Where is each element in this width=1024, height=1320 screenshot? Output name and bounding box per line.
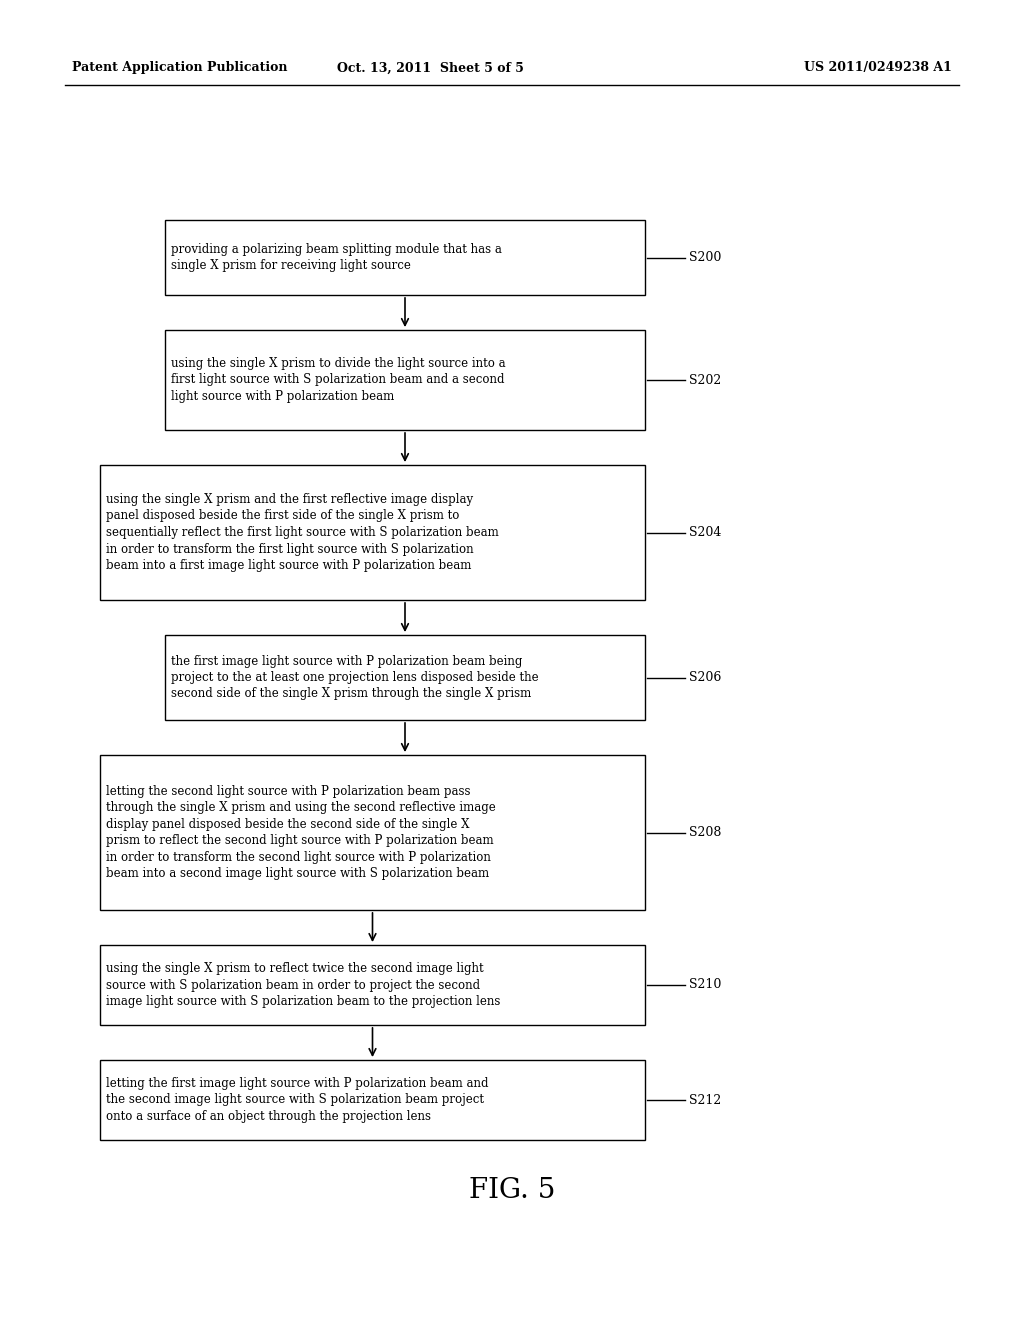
- Bar: [165, 220, 645, 294]
- Text: providing a polarizing beam splitting module that has a
single X prism for recei: providing a polarizing beam splitting mo…: [171, 243, 502, 272]
- Text: S206: S206: [689, 671, 721, 684]
- Text: S200: S200: [689, 251, 721, 264]
- Text: S204: S204: [689, 525, 721, 539]
- Text: US 2011/0249238 A1: US 2011/0249238 A1: [804, 62, 952, 74]
- Text: letting the first image light source with P polarization beam and
the second ima: letting the first image light source wit…: [106, 1077, 488, 1123]
- Text: using the single X prism and the first reflective image display
panel disposed b: using the single X prism and the first r…: [106, 492, 499, 572]
- Text: FIG. 5: FIG. 5: [469, 1176, 555, 1204]
- Text: letting the second light source with P polarization beam pass
through the single: letting the second light source with P p…: [106, 785, 496, 880]
- Text: the first image light source with P polarization beam being
project to the at le: the first image light source with P pola…: [171, 655, 539, 701]
- Text: S208: S208: [689, 826, 721, 840]
- Text: using the single X prism to reflect twice the second image light
source with S p: using the single X prism to reflect twic…: [106, 962, 501, 1008]
- Bar: [100, 1060, 645, 1140]
- Text: Oct. 13, 2011  Sheet 5 of 5: Oct. 13, 2011 Sheet 5 of 5: [337, 62, 523, 74]
- Text: S210: S210: [689, 978, 721, 991]
- Bar: [100, 755, 645, 909]
- Bar: [100, 945, 645, 1026]
- Bar: [165, 635, 645, 719]
- Bar: [100, 465, 645, 601]
- Text: using the single X prism to divide the light source into a
first light source wi: using the single X prism to divide the l…: [171, 356, 506, 403]
- Text: S202: S202: [689, 374, 721, 387]
- Text: S212: S212: [689, 1093, 721, 1106]
- Text: Patent Application Publication: Patent Application Publication: [72, 62, 288, 74]
- Bar: [165, 330, 645, 430]
